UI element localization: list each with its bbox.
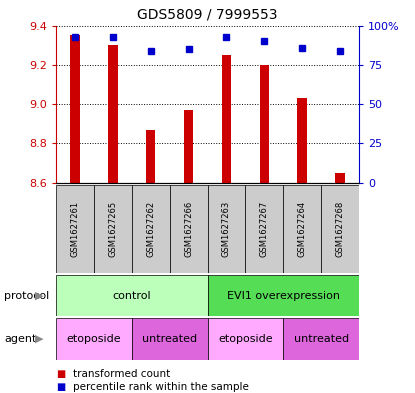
Text: GSM1627267: GSM1627267 [260,201,269,257]
Bar [245,185,283,273]
Bar [321,185,359,273]
Text: GSM1627268: GSM1627268 [336,201,344,257]
Bar [208,318,283,360]
Bar [335,173,345,183]
Text: protocol: protocol [4,291,49,301]
Text: etoposide: etoposide [66,334,121,344]
Text: GSM1627264: GSM1627264 [298,201,307,257]
Text: GSM1627261: GSM1627261 [71,201,79,257]
Text: transformed count: transformed count [73,369,170,379]
Text: ■: ■ [56,382,65,392]
Bar [56,185,94,273]
Bar [56,275,208,316]
Text: ▶: ▶ [35,291,44,301]
Bar [70,35,80,183]
Text: untreated: untreated [142,334,197,344]
Bar [222,55,231,183]
Bar [170,185,208,273]
Text: percentile rank within the sample: percentile rank within the sample [73,382,249,392]
Bar [56,318,132,360]
Bar [146,130,156,183]
Bar [283,185,321,273]
Text: EVI1 overexpression: EVI1 overexpression [227,291,340,301]
Text: control: control [112,291,151,301]
Text: GSM1627266: GSM1627266 [184,201,193,257]
Bar [108,45,117,183]
Bar [259,65,269,183]
Text: untreated: untreated [293,334,349,344]
Text: GSM1627262: GSM1627262 [146,201,155,257]
Bar [132,185,170,273]
Text: GSM1627265: GSM1627265 [108,201,117,257]
Bar [298,98,307,183]
Title: GDS5809 / 7999553: GDS5809 / 7999553 [137,7,278,22]
Text: etoposide: etoposide [218,334,273,344]
Bar [208,275,359,316]
Bar [132,318,208,360]
Bar [94,185,132,273]
Bar [208,185,245,273]
Bar [283,318,359,360]
Text: ▶: ▶ [35,334,44,344]
Bar [184,110,193,183]
Text: agent: agent [4,334,37,344]
Text: ■: ■ [56,369,65,379]
Text: GSM1627263: GSM1627263 [222,201,231,257]
